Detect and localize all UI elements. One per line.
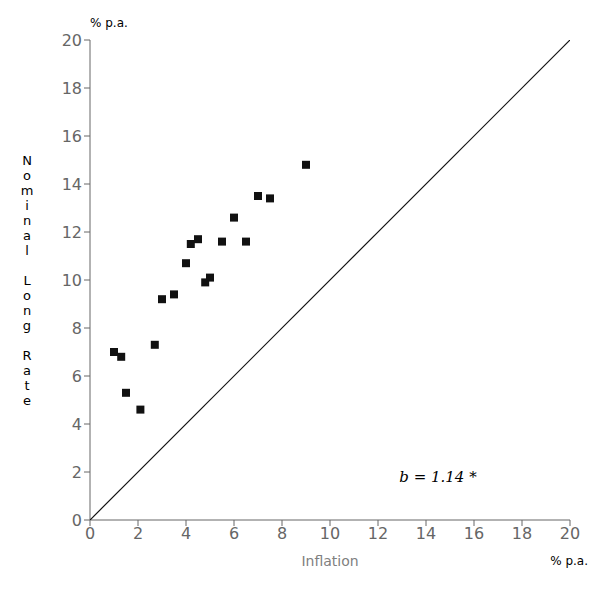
html-text:e: e [23, 392, 31, 408]
html-text:o: o [23, 167, 31, 183]
html-text:b = 1.14 *: b = 1.14 * [399, 467, 477, 486]
svg-text:18: 18 [512, 524, 532, 543]
svg-text:20: 20 [560, 524, 580, 543]
svg-text:14: 14 [416, 524, 436, 543]
html-text:t: t [24, 377, 30, 393]
html-text:N: N [22, 152, 32, 168]
svg-text:10: 10 [320, 524, 340, 543]
svg-text:16: 16 [62, 127, 82, 146]
svg-text:16: 16 [464, 524, 484, 543]
html-text:m: m [20, 182, 34, 198]
svg-text:2: 2 [133, 524, 143, 543]
html-text:L: L [23, 272, 31, 288]
html-text:a: a [23, 362, 31, 378]
svg-text:0: 0 [85, 524, 95, 543]
html-text:n: n [22, 212, 32, 228]
svg-text:4: 4 [181, 524, 191, 543]
svg-text:12: 12 [368, 524, 388, 543]
svg-text:12: 12 [62, 223, 82, 242]
svg-text:10: 10 [62, 271, 82, 290]
html-text:% p.a.: % p.a. [550, 554, 588, 568]
html-text:i: i [25, 197, 29, 213]
html-text:R: R [22, 347, 32, 363]
html-text:l: l [25, 242, 29, 258]
html-text:n: n [22, 302, 32, 318]
svg-text:6: 6 [229, 524, 239, 543]
svg-text:0: 0 [72, 511, 82, 530]
svg-text:2: 2 [72, 463, 82, 482]
svg-text:20: 20 [62, 31, 82, 50]
svg-text:18: 18 [62, 79, 82, 98]
svg-text:6: 6 [72, 367, 82, 386]
html-text:% p.a.: % p.a. [90, 16, 128, 30]
svg-text:8: 8 [72, 319, 82, 338]
html-text:o: o [23, 287, 31, 303]
svg-text:Inflation: Inflation [301, 553, 358, 569]
svg-text:4: 4 [72, 415, 82, 434]
html-text:g: g [22, 317, 32, 333]
html-text:a: a [23, 227, 31, 243]
svg-text:8: 8 [277, 524, 287, 543]
svg-text:14: 14 [62, 175, 82, 194]
